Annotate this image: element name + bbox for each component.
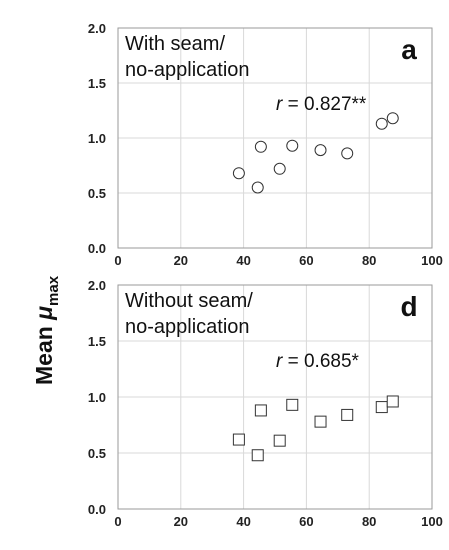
r-symbol: r xyxy=(276,351,283,372)
y-tick-label: 1.0 xyxy=(88,131,106,146)
panel-letter: a xyxy=(401,34,417,65)
panel-annotation: no-application xyxy=(125,316,250,338)
x-tick-label: 60 xyxy=(299,253,313,268)
x-tick-label: 60 xyxy=(299,514,313,529)
x-tick-label: 80 xyxy=(362,514,376,529)
data-point-square xyxy=(341,408,354,421)
correlation-label: r = 0.827** xyxy=(276,94,367,115)
x-tick-label: 100 xyxy=(421,253,443,268)
data-point-square xyxy=(375,401,388,414)
data-point-square xyxy=(232,433,245,446)
data-point-circle xyxy=(386,112,399,125)
data-point-circle xyxy=(314,144,327,157)
data-point-square xyxy=(314,415,327,428)
plot-frame xyxy=(117,27,433,249)
y-tick-label: 1.5 xyxy=(88,334,106,349)
data-point-square xyxy=(251,449,264,462)
x-tick-label: 0 xyxy=(114,514,121,529)
y-tick-label: 0.5 xyxy=(88,446,106,461)
data-point-circle xyxy=(254,140,267,153)
data-point-square xyxy=(386,395,399,408)
y-tick-label: 2.0 xyxy=(88,278,106,293)
data-point-square xyxy=(286,398,299,411)
y-tick-label: 1.5 xyxy=(88,76,106,91)
correlation-label: r = 0.685* xyxy=(276,351,360,372)
y-tick-label: 0.5 xyxy=(88,186,106,201)
data-point-square xyxy=(273,434,286,447)
data-point-circle xyxy=(273,162,286,175)
y-tick-label: 0.0 xyxy=(88,502,106,517)
r-symbol: r xyxy=(276,94,283,115)
y-tick-label: 2.0 xyxy=(88,21,106,36)
data-point-circle xyxy=(375,117,388,130)
x-tick-label: 20 xyxy=(174,514,188,529)
x-tick-label: 80 xyxy=(362,253,376,268)
x-tick-label: 0 xyxy=(114,253,121,268)
panel-a: 0 20 40 60 80 100 0.0 0.5 1.0 1.5 2.0 With seam/no-… xyxy=(88,21,443,268)
x-tick-label: 100 xyxy=(421,514,443,529)
x-tick-label: 20 xyxy=(174,253,188,268)
x-tick-label: 40 xyxy=(236,253,250,268)
panel-letter: d xyxy=(400,291,417,322)
panel-annotation: With seam/ xyxy=(125,33,225,55)
x-tick-label: 40 xyxy=(236,514,250,529)
data-point-circle xyxy=(286,139,299,152)
data-point-circle xyxy=(251,181,264,194)
y-axis-label: Mean μmax xyxy=(31,275,62,385)
r-value: = 0.827** xyxy=(282,94,367,115)
data-point-square xyxy=(254,404,267,417)
y-tick-label: 0.0 xyxy=(88,241,106,256)
plot-frame xyxy=(117,284,433,510)
r-value: = 0.685* xyxy=(282,351,359,372)
data-point-circle xyxy=(341,147,354,160)
panel-annotation: Without seam/ xyxy=(125,290,253,312)
data-point-circle xyxy=(232,167,245,180)
panel-annotation: no-application xyxy=(125,59,250,81)
panel-d: 0 20 40 60 80 100 0.0 0.5 1.0 1.5 2.0 Without seam/… xyxy=(88,278,443,529)
y-tick-label: 1.0 xyxy=(88,390,106,405)
